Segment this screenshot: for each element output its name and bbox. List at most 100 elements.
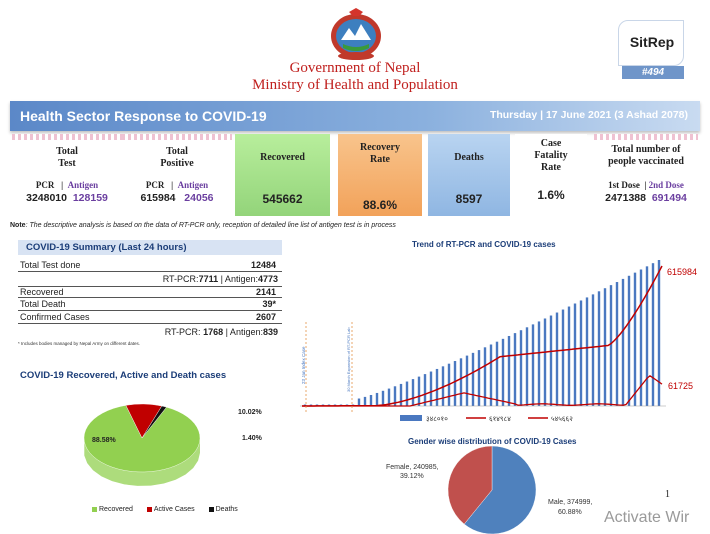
pie1-legend: Recovered Active Cases Deaths [92, 506, 250, 513]
pie-slice-female [447, 445, 493, 525]
card-head: Total [166, 146, 188, 157]
trend-bar [519, 330, 523, 406]
row-value: 12484 [250, 260, 276, 270]
card-head: Rate [370, 154, 390, 165]
trend-bar [369, 394, 373, 406]
trend-bar [483, 347, 487, 406]
trend-bar [633, 272, 637, 406]
trend-bar [471, 352, 475, 406]
legend-label: Recovered [99, 506, 133, 513]
summary-row-total-test: Total Test done 12484 [18, 260, 282, 272]
trend-bar [441, 366, 445, 406]
trend-bar [543, 318, 547, 406]
page-number: 1 [665, 489, 670, 500]
pie-slice-male [463, 445, 537, 534]
label-total: 615984 [667, 267, 697, 277]
sitrep-label: SitRep [629, 34, 675, 50]
card-head: Recovered [260, 152, 305, 163]
pie-label-deaths: 1.40% [242, 435, 263, 442]
trend-bar [639, 269, 643, 406]
trend-bar [597, 291, 601, 406]
trend-bar [531, 324, 535, 406]
legend-label: ५४५६६२ [551, 416, 573, 423]
ministry-title: Ministry of Health and Population [252, 77, 458, 93]
breakdown-value: 1768 [203, 327, 224, 337]
trend-bar [423, 374, 427, 406]
trend-bar [657, 260, 661, 406]
banner-title: Health Sector Response to COVID-19 [20, 108, 267, 124]
trend-bar [567, 306, 571, 406]
trend-bar [429, 371, 433, 406]
summary-footnote: * Includes bodies managed by Nepal Army … [18, 341, 140, 346]
trend-bar [627, 275, 631, 406]
row-label: Confirmed Cases [20, 312, 90, 322]
legend-label: ६१४९८४ [489, 416, 511, 423]
antigen-label: Antigen [177, 180, 209, 190]
trend-bar [621, 278, 625, 406]
summary-row-confirmed: Confirmed Cases 2607 [18, 312, 282, 324]
annotation-lab-expansion: 30 March Expansion of RT-PCR Lab [346, 327, 351, 392]
row-value: 2607 [255, 312, 276, 322]
summary-row-recovered: Recovered 2141 [18, 286, 282, 298]
breakdown-label: | Antigen: [218, 274, 258, 284]
trend-bar [411, 379, 415, 406]
card-strip [122, 134, 232, 140]
trend-bar [615, 282, 619, 406]
card-total-positive: Total Positive PCR | Antigen 615984 2405… [122, 134, 232, 216]
trend-bar [651, 263, 655, 406]
row-value: 39* [262, 299, 276, 309]
deaths-value: 8597 [455, 192, 483, 206]
trend-bar [477, 350, 481, 406]
antigen-label: Antigen [67, 180, 99, 190]
note: Note: The descriptive analysis is based … [10, 222, 396, 229]
card-head: Total [56, 146, 78, 157]
legend-label: Active Cases [153, 506, 195, 513]
test-breakdown: RT-PCR:7711 | Antigen:4773 [18, 274, 282, 284]
trend-bar [645, 266, 649, 406]
card-head: Deaths [454, 152, 484, 163]
trend-bar [591, 294, 595, 406]
trend-bar [561, 309, 565, 406]
card-head: people vaccinated [608, 156, 684, 167]
trend-bar [525, 327, 529, 406]
legend-item: Recovered [92, 506, 139, 513]
pie-label-male: Male, 374999, [548, 499, 592, 506]
legend-label: Deaths [215, 506, 238, 513]
antigen-value: 24056 [184, 192, 214, 204]
antigen-value: 128159 [72, 192, 108, 204]
card-head: Case [540, 138, 562, 149]
row-label: Total Test done [20, 260, 81, 270]
pie1-title: COVID-19 Recovered, Active and Death cas… [20, 370, 227, 381]
trend-bar [435, 368, 439, 406]
dose2-label: 2nd Dose [648, 180, 684, 190]
gender-pie: Female, 240985, 39.12% Male, 374999, 60.… [386, 445, 592, 534]
trend-bar [507, 335, 511, 406]
breakdown-value: 7711 [198, 274, 219, 284]
recovery-rate-value: 88.6% [362, 198, 398, 212]
pie-slice-side-recovered [84, 438, 200, 486]
trend-bar [609, 285, 613, 406]
cfr-value: 1.6% [537, 188, 565, 202]
annotation-index-case: 23 Jan Index Case [301, 346, 306, 384]
dose1-value: 2471388 [605, 192, 646, 204]
trend-bar [585, 297, 589, 406]
breakdown-value: 839 [262, 327, 278, 337]
breakdown-label: | Antigen: [223, 327, 263, 337]
card-head: Rate [541, 162, 561, 173]
trend-bar [555, 312, 559, 406]
confirmed-breakdown: RT-PCR: 1768 | Antigen:839 [18, 327, 282, 337]
summary-title: COVID-19 Summary (Last 24 hours) [18, 240, 282, 255]
government-title: Government of Nepal [289, 60, 421, 76]
card-strip [12, 134, 122, 140]
note-text: : The descriptive analysis is based on t… [25, 222, 396, 229]
pie-label-male-pct: 60.88% [558, 509, 582, 516]
sitrep-badge: SitRep #494 [612, 20, 694, 82]
pie-slice-recovered [83, 405, 201, 473]
breakdown-value: 4773 [257, 274, 278, 284]
card-recovered: Recovered 545662 [235, 134, 330, 216]
trend-bar [387, 388, 391, 406]
legend-swatch-bar [400, 415, 422, 421]
pcr-value: 615984 [140, 192, 176, 204]
card-head: Total number of [611, 144, 681, 155]
pcr-value: 3248010 [26, 192, 67, 204]
